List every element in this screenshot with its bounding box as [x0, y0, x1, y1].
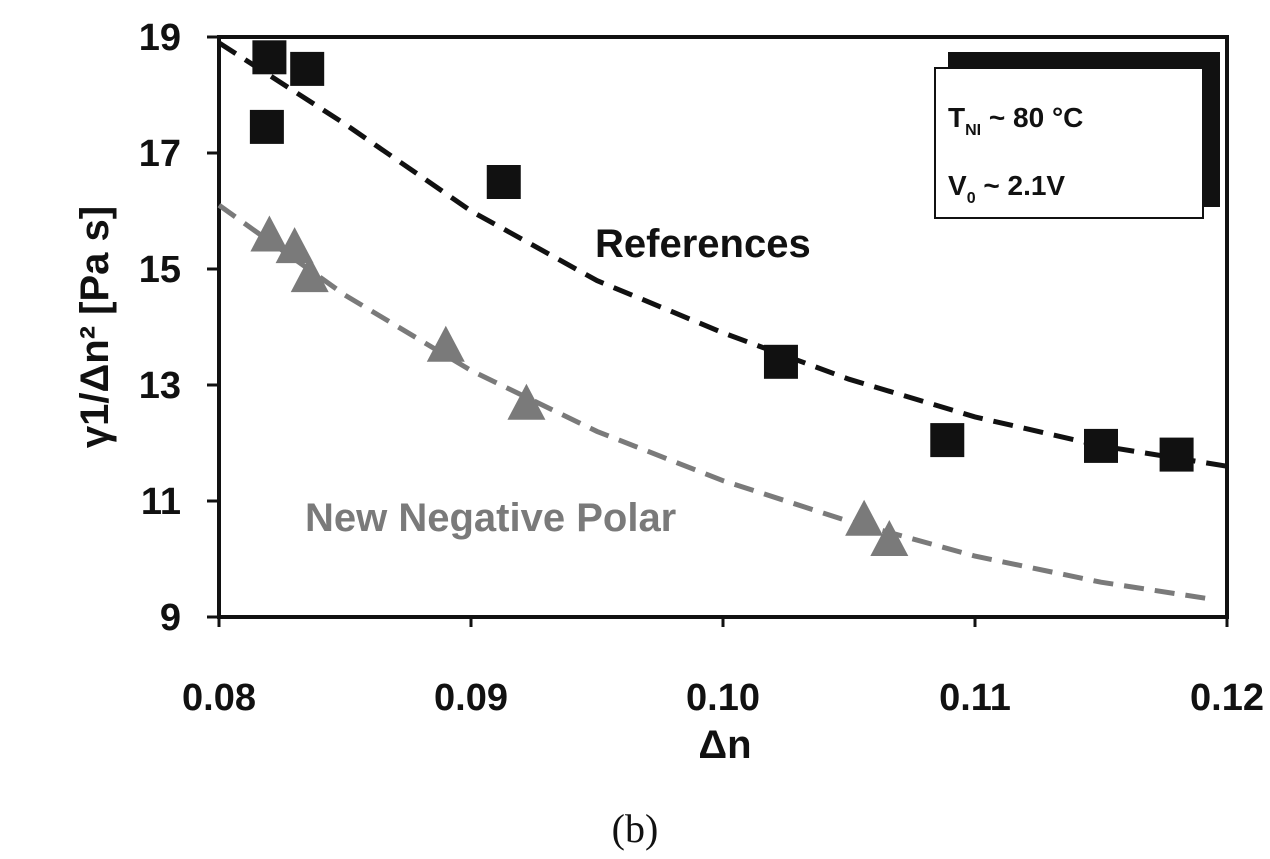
x-tick-label: 0.12	[1190, 677, 1264, 719]
new-negative-polar-point	[290, 256, 329, 293]
y-tick-label: 19	[139, 17, 181, 59]
y-axis-title: γ1/Δn² [Pa s]	[73, 206, 117, 448]
data-markers	[249, 40, 1194, 556]
new-negative-polar-point	[870, 520, 909, 556]
y-axis: 9 11 13 15 17 19	[139, 17, 219, 639]
y-tick-label: 9	[160, 597, 181, 639]
reference-point	[249, 109, 284, 144]
annotation-v0: V0 ~ 2.1V	[948, 170, 1065, 207]
new-negative-polar-point	[426, 325, 465, 362]
x-tick-label: 0.08	[182, 677, 256, 719]
new-negative-polar-point	[507, 383, 546, 420]
trend-line-references	[217, 40, 1228, 469]
reference-point	[930, 423, 965, 458]
annotation-tni: TNI ~ 80 °C	[948, 102, 1083, 139]
trend-lines	[217, 40, 1228, 603]
y-tick-label: 17	[139, 133, 181, 175]
x-tick-label: 0.11	[939, 677, 1011, 719]
x-axis-title: Δn	[698, 723, 751, 767]
series-label-references: References	[595, 222, 811, 266]
annotation-box: TNI ~ 80 °C V0 ~ 2.1V	[934, 52, 1220, 219]
annotation-panel	[934, 67, 1204, 219]
reference-point	[252, 40, 287, 75]
figure-caption: (b)	[612, 806, 659, 851]
y-tick-label: 15	[139, 249, 181, 291]
reference-point	[1159, 437, 1194, 472]
series-label-new-negative-polar: New Negative Polar	[305, 496, 676, 540]
x-tick-label: 0.09	[434, 677, 508, 719]
x-tick-label: 0.10	[686, 677, 760, 719]
reference-point	[1084, 428, 1118, 463]
new-negative-polar-point	[275, 227, 314, 264]
x-axis: 0.08 0.09 0.10 0.11 0.12	[182, 617, 1264, 719]
y-tick-label: 11	[141, 481, 181, 523]
new-negative-polar-point	[250, 215, 289, 252]
new-negative-polar-point	[845, 499, 884, 536]
trend-line-new-negative-polar	[217, 203, 1215, 603]
reference-point	[763, 344, 798, 379]
y-tick-label: 13	[139, 365, 181, 407]
reference-point	[290, 51, 325, 86]
reference-point	[486, 165, 521, 199]
